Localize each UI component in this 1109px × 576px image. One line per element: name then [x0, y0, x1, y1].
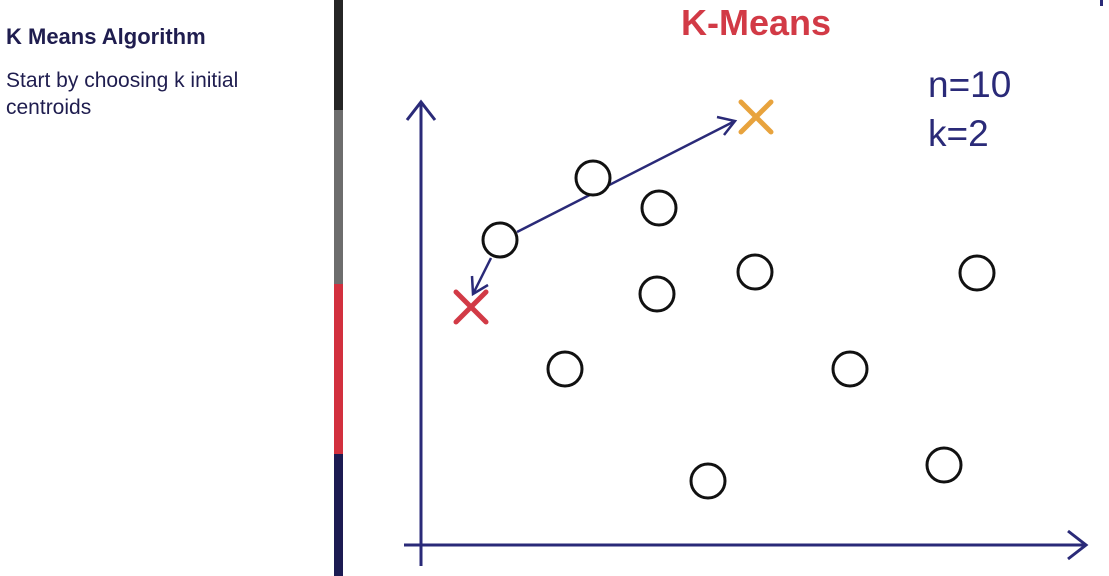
progress-segment-completed	[334, 0, 343, 110]
y-axis-arrowhead	[405, 99, 437, 121]
data-point	[925, 446, 963, 484]
centroid-orange-marker	[738, 99, 774, 135]
centroid-red-marker	[453, 289, 489, 325]
data-points	[481, 159, 996, 500]
arrowhead-orange	[716, 115, 738, 136]
sidebar-panel: K Means Algorithm Start by choosing k in…	[0, 0, 334, 576]
progress-rail	[334, 0, 343, 576]
progress-segment-completed	[334, 110, 343, 284]
data-point	[958, 254, 996, 292]
arrow-to-orange-centroid	[516, 120, 734, 234]
data-point	[638, 275, 676, 313]
progress-segment-current	[334, 284, 343, 454]
arrow-to-red-centroid	[472, 257, 493, 293]
sidebar-description: Start by choosing k initial centroids	[6, 69, 239, 119]
x-axis-arrowhead	[1067, 529, 1089, 561]
data-point	[736, 253, 774, 291]
k-parameter-label: k=2	[928, 113, 989, 154]
progress-segment-upcoming	[334, 454, 343, 576]
slide-title: K-Means	[681, 2, 832, 43]
arrowhead-red	[470, 275, 489, 297]
data-point	[546, 350, 584, 388]
sidebar-title: K Means Algorithm	[6, 24, 206, 49]
data-point	[831, 350, 869, 388]
data-point	[640, 189, 678, 227]
data-point	[574, 159, 612, 197]
n-parameter-label: n=10	[928, 64, 1012, 105]
corner-mark	[1100, 0, 1103, 6]
data-point	[481, 221, 519, 259]
data-point	[689, 462, 727, 500]
